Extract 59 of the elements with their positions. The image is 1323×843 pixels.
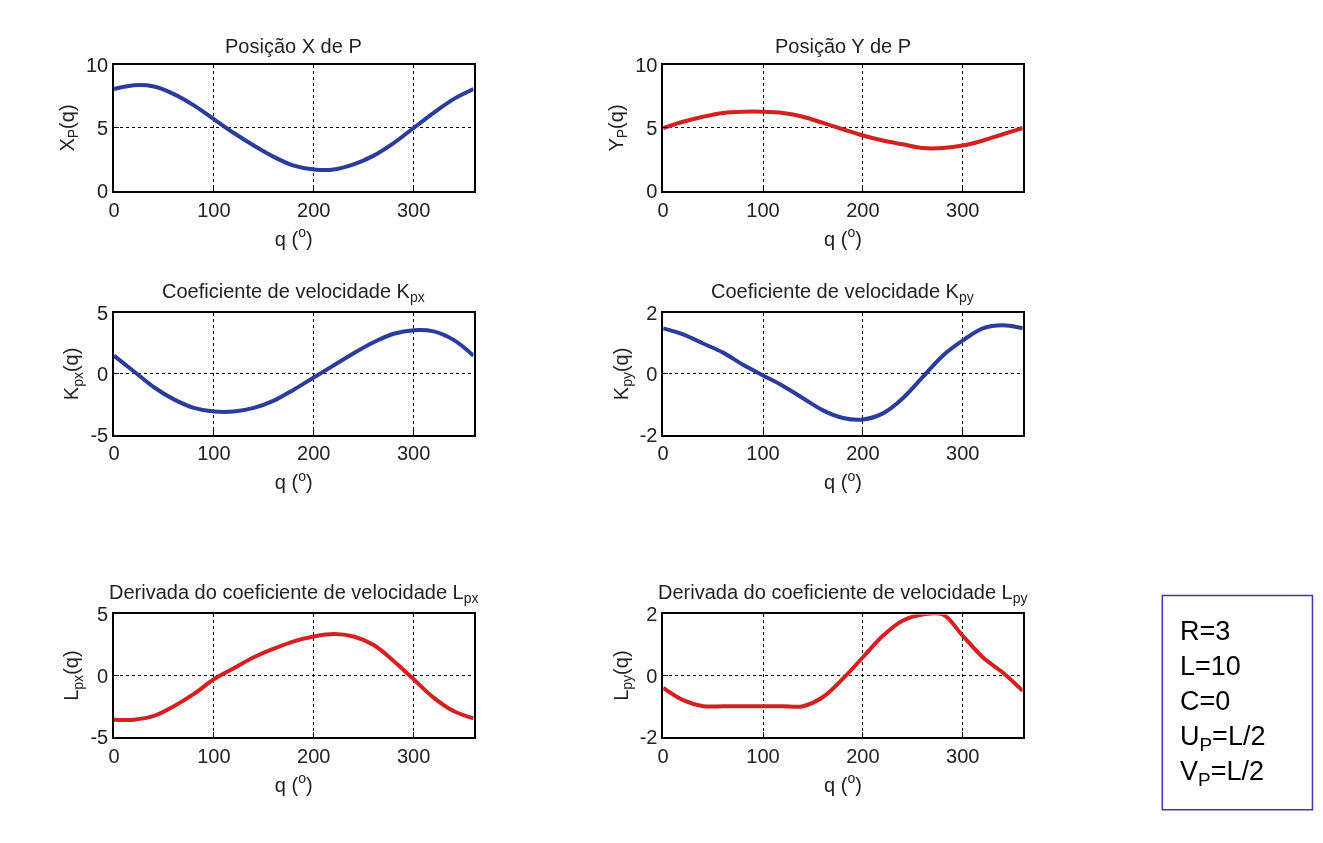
y-tick-label: 5 [646, 117, 658, 139]
y-tick-label: -5 [90, 725, 109, 748]
x-axis-title: q ($^{o}$) [824, 467, 862, 494]
line-series [113, 327, 474, 414]
x-tick-label: 300 [396, 198, 431, 221]
line-series [663, 323, 1023, 422]
chart-title: Derivada do coeficiente de velocidade L$_{px}$ [109, 581, 479, 607]
x-axis-title: q ($^{o}$) [274, 467, 313, 494]
y-tick-label: 10 [635, 54, 658, 77]
x-tick-label: 100 [746, 442, 780, 465]
x-axis-title: q ($^{o}$) [824, 770, 862, 796]
x-tick-label: 200 [297, 198, 331, 221]
y-tick-label: 0 [646, 362, 658, 385]
y-tick-label: 0 [646, 179, 658, 202]
line-series [113, 83, 474, 172]
x-tick-label: 200 [297, 744, 331, 767]
x-tick-label: 100 [197, 442, 231, 465]
y-tick-label: -5 [90, 423, 109, 446]
chart-title: Posição X de P [225, 35, 362, 57]
y-tick-label: 2 [646, 603, 658, 626]
y-tick-label: 10 [85, 54, 109, 77]
x-tick-label: 100 [197, 198, 231, 221]
text: L=10 [1180, 651, 1241, 682]
line-series [663, 614, 1023, 709]
y-tick-label: 0 [646, 664, 658, 687]
x-tick-label: 200 [846, 744, 880, 767]
x-axis-title: q ($^{o}$) [274, 770, 313, 796]
x-axis-title: q ($^{o}$) [824, 224, 862, 250]
x-tick-label: 100 [197, 744, 231, 767]
y-tick-label: 2 [646, 302, 658, 325]
y-tick-label: 5 [97, 117, 109, 139]
x-tick-label: 200 [846, 198, 880, 221]
text: V$_{P}$=L/2 [1180, 756, 1264, 791]
x-axis-title: q ($^{o}$) [274, 224, 313, 250]
x-tick-label: 300 [946, 198, 980, 221]
text: R=3 [1180, 616, 1231, 646]
x-tick-label: 100 [746, 198, 780, 221]
x-tick-label: 200 [846, 442, 880, 465]
chart-title: Coeficiente de velocidade K$_{px}$ [162, 280, 425, 306]
x-tick-label: 200 [297, 442, 331, 465]
line-series [663, 109, 1023, 151]
y-tick-label: -2 [639, 725, 658, 748]
x-tick-label: 300 [396, 744, 431, 767]
line-series [113, 632, 474, 722]
y-tick-label: 0 [97, 362, 109, 385]
text: C=0 [1180, 686, 1231, 717]
text: U$_{P}$=L/2 [1180, 721, 1266, 755]
y-tick-label: 5 [97, 302, 109, 325]
y-tick-label: -2 [639, 423, 658, 446]
x-tick-label: 100 [746, 744, 780, 767]
x-tick-label: 300 [946, 744, 980, 767]
y-tick-label: 0 [97, 179, 109, 202]
y-tick-label: 5 [97, 603, 109, 626]
chart-title: Posição Y de P [775, 35, 912, 57]
y-tick-label: 0 [97, 664, 109, 687]
chart-title: Coeficiente de velocidade K$_{py}$ [711, 280, 974, 306]
chart-title: Derivada do coeficiente de velocidade L$_{py}$ [658, 581, 1028, 607]
x-tick-label: 300 [946, 442, 980, 465]
x-tick-label: 300 [396, 442, 431, 465]
